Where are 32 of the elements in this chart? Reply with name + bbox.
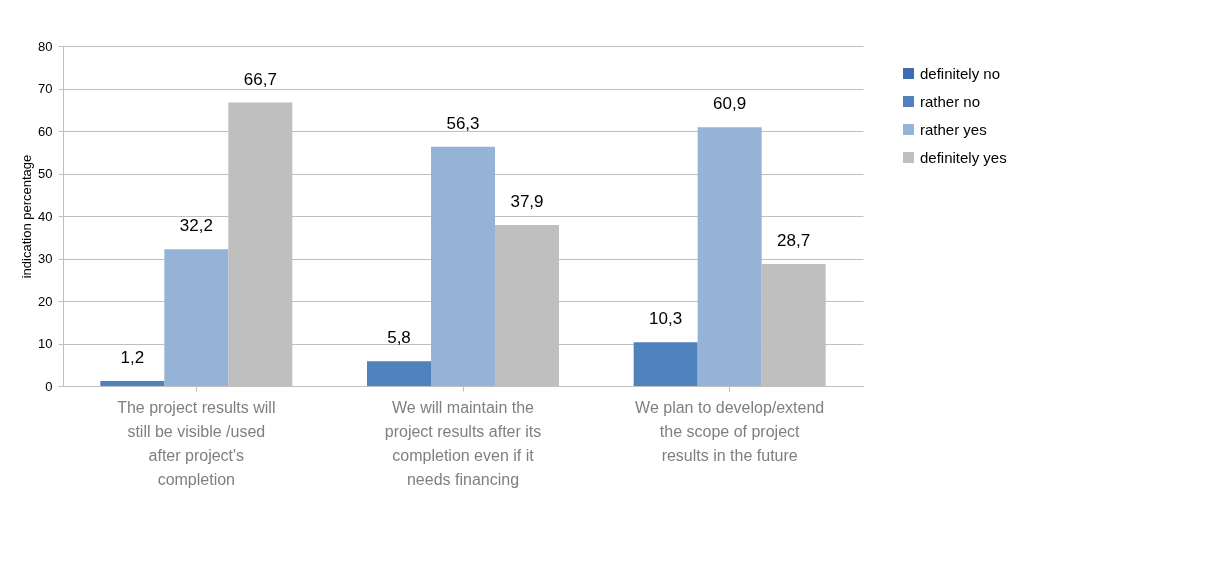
data-label: 32,2 <box>179 216 213 236</box>
y-tick-label: 10 <box>38 336 53 351</box>
data-label: 10,3 <box>649 309 683 329</box>
x-tick-label: We plan to develop/extend the scope of project results in the future <box>635 398 825 464</box>
data-label: 28,7 <box>777 231 811 251</box>
data-label: 5,8 <box>387 328 411 348</box>
y-tick-label: 0 <box>45 378 53 394</box>
legend-label: rather no <box>920 92 981 110</box>
y-tick-label: 40 <box>38 208 53 224</box>
data-label: 66,7 <box>243 69 277 89</box>
y-tick-label: 20 <box>38 293 53 309</box>
x-tick-label: The project results will still be visible /used after project's completion <box>117 398 276 488</box>
x-tick-label: We will maintain the project results after its completion even if it needs financing <box>384 398 542 488</box>
data-label: 60,9 <box>713 94 747 114</box>
bar <box>164 249 229 386</box>
bar <box>697 127 762 386</box>
bar <box>367 361 431 386</box>
y-axis-title: indication percentage <box>19 154 35 279</box>
y-tick-label: 30 <box>38 251 53 266</box>
data-label: 56,3 <box>446 113 480 133</box>
bar <box>431 146 495 386</box>
legend-label: definitely yes <box>920 148 1007 166</box>
y-tick-label: 70 <box>38 81 53 96</box>
bar <box>633 342 698 386</box>
y-tick-label: 80 <box>38 38 53 54</box>
bar <box>100 380 165 386</box>
data-label: 1,2 <box>120 347 145 367</box>
y-tick-label: 60 <box>38 123 53 139</box>
legend-label: definitely no <box>920 64 1001 82</box>
legend-label: rather yes <box>920 120 987 138</box>
y-tick-label: 50 <box>38 166 53 181</box>
data-label: 37,9 <box>510 191 544 211</box>
